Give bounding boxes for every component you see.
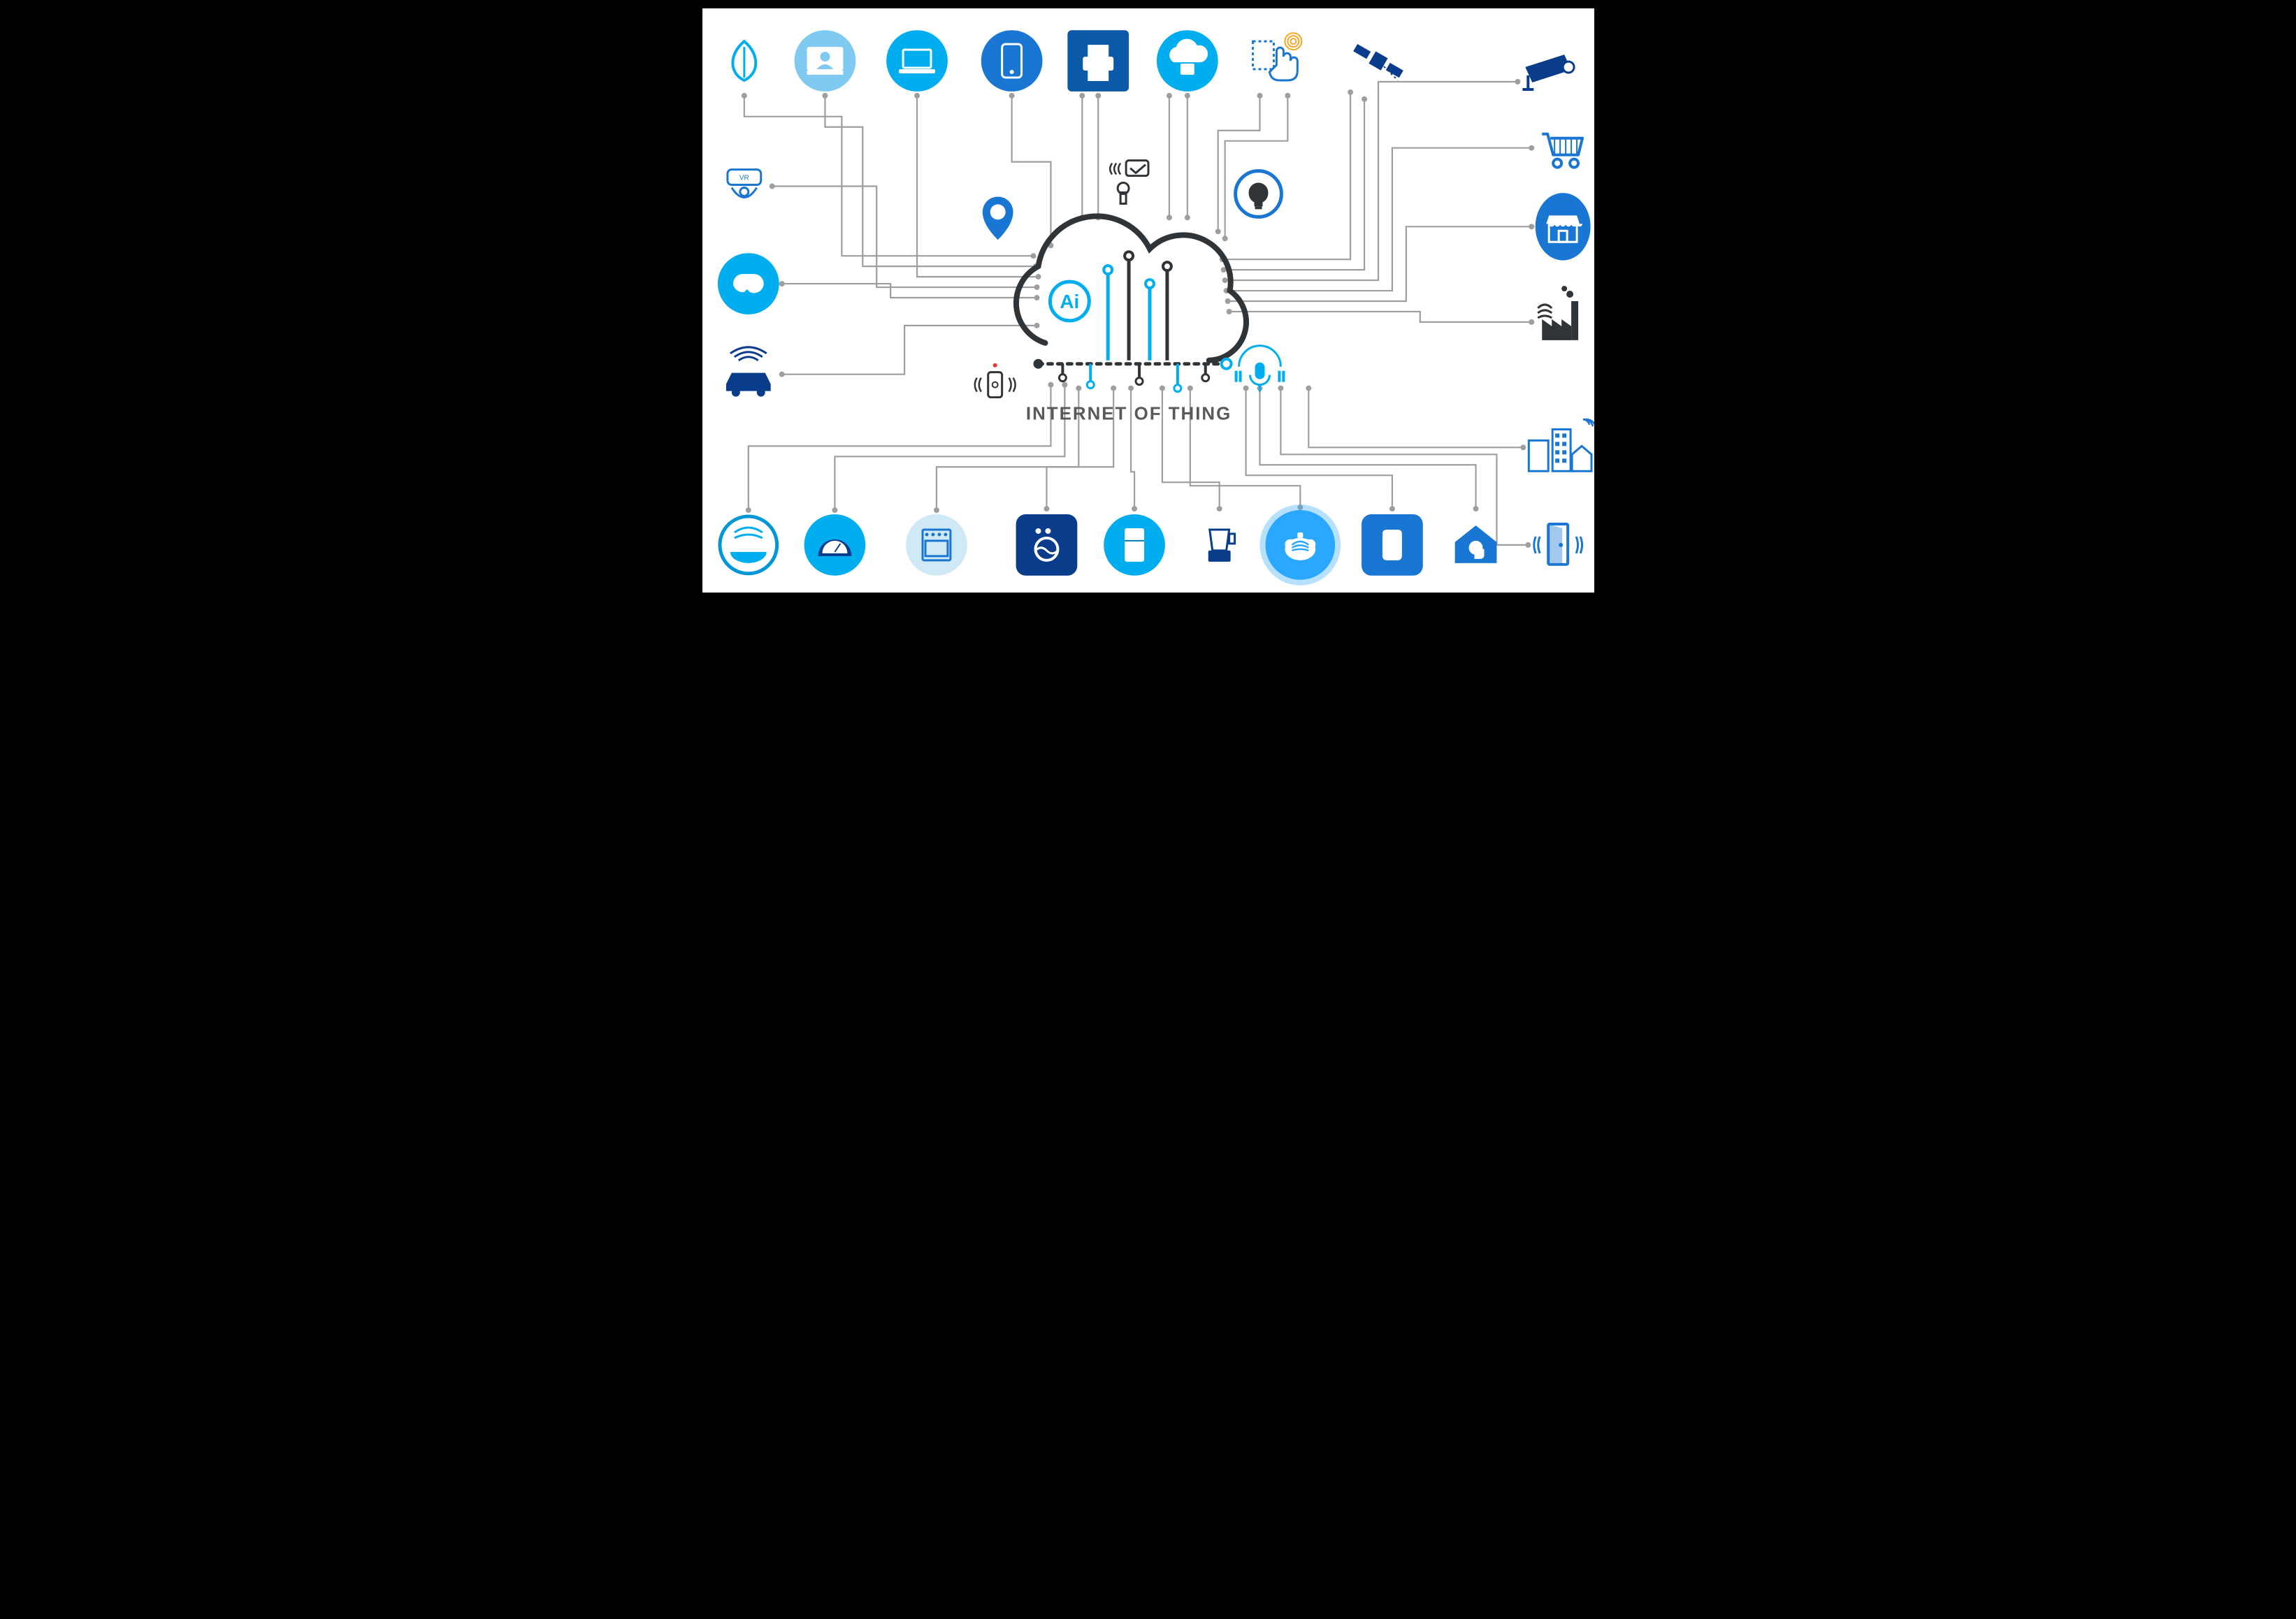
- smartphone-icon: [981, 30, 1042, 92]
- diagram-title: INTERNET OF THING: [1025, 404, 1231, 423]
- map-pin-icon: [982, 196, 1013, 240]
- smart-home-icon: [1454, 525, 1496, 563]
- connectors-layer: [741, 79, 1533, 548]
- factory-icon: [1538, 286, 1578, 340]
- gamepad-icon: [717, 253, 779, 314]
- smart-door-icon: [1533, 524, 1582, 565]
- cctv-icon: [1522, 55, 1574, 89]
- oven-icon: [906, 514, 967, 576]
- vr-headset-icon: VR: [727, 170, 760, 198]
- nfc-phone-icon: [974, 363, 1015, 398]
- blender-icon: [1208, 530, 1234, 562]
- connected-car-icon: [725, 347, 770, 397]
- smart-scale-icon: [804, 514, 865, 576]
- ai-badge-label: Ai: [1060, 291, 1079, 312]
- microphone-icon: [1234, 346, 1285, 392]
- leaf-icon: [732, 41, 756, 80]
- printer-icon: [1067, 30, 1129, 92]
- lightbulb-icon: [1235, 171, 1281, 217]
- moisture-sensor-icon: [717, 514, 779, 576]
- smart-cooker-icon: [1259, 504, 1341, 586]
- svg-text:VR: VR: [739, 175, 749, 182]
- store-icon: [1535, 193, 1590, 260]
- satellite-icon: [1353, 44, 1403, 80]
- smart-city-icon: [1529, 416, 1594, 472]
- washer-icon: [1016, 514, 1077, 576]
- sensor-key-icon: [1110, 161, 1148, 204]
- cloud-server-icon: [1156, 30, 1218, 92]
- diagram-canvas: Ai VR * INTERNET OF THING: [701, 7, 1596, 594]
- fridge-icon: *: [1104, 514, 1165, 576]
- water-heater-icon: [1362, 514, 1423, 576]
- nodes-layer: VR *: [717, 30, 1594, 586]
- telemedicine-icon: [794, 30, 855, 92]
- shopping-cart-icon: [1542, 134, 1582, 168]
- svg-text:*: *: [1130, 547, 1135, 558]
- touch-select-icon: [1252, 33, 1301, 80]
- hub-cloud: Ai: [1016, 216, 1246, 391]
- laptop-icon: [886, 30, 948, 92]
- diagram-frame: Ai VR * INTERNET OF THING: [694, 0, 1603, 643]
